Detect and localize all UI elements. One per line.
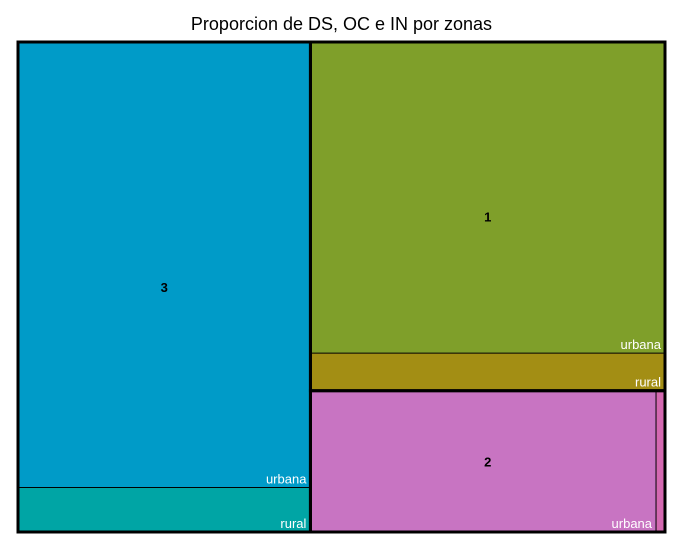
chart-title: Proporcion de DS, OC e IN por zonas <box>190 14 493 34</box>
cell-3-rural <box>18 487 311 532</box>
cell-2-part1 <box>656 390 665 532</box>
group-label-3: 3 <box>161 280 168 295</box>
label-1-urbana: urbana <box>621 337 662 352</box>
group-label-2: 2 <box>484 454 491 469</box>
group-label-1: 1 <box>484 209 491 224</box>
cell-3-urbana <box>18 42 311 488</box>
label-3-rural: rural <box>280 516 306 531</box>
label-3-urbana: urbana <box>266 472 307 487</box>
label-1-rural: rural <box>635 375 661 390</box>
group-border-2 <box>308 389 667 534</box>
label-2-urbana: urbana <box>612 516 653 531</box>
cell-2-urbana <box>310 390 657 532</box>
cell-1-urbana <box>310 42 665 354</box>
cell-1-rural <box>310 353 665 391</box>
